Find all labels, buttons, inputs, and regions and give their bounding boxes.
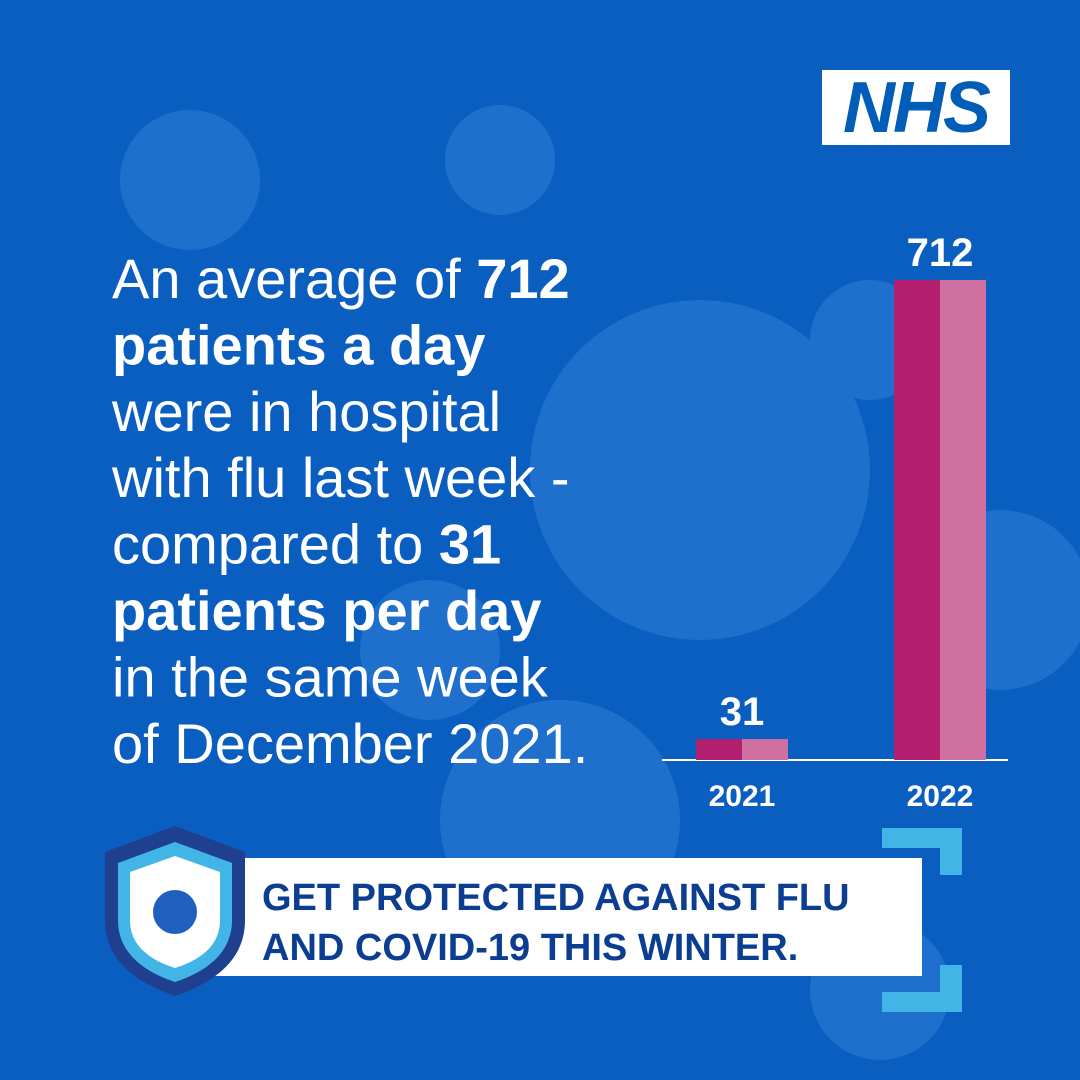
cta-box	[190, 858, 922, 976]
headline-segment: compared to	[112, 513, 439, 576]
headline-segment: 31	[439, 513, 501, 576]
category-label: 2022	[907, 780, 974, 813]
headline-segment: patients a day	[112, 313, 485, 376]
headline-line: of December 2021.	[112, 712, 588, 775]
cta-line: GET PROTECTED AGAINST FLU	[262, 877, 850, 919]
bar-chart: 31 2021 712 2022	[662, 231, 1008, 813]
bar	[696, 739, 788, 760]
headline-segment: An average of	[112, 247, 476, 310]
value-label: 31	[720, 690, 765, 734]
value-label: 712	[907, 231, 974, 275]
headline-segment: were in hospital	[111, 380, 501, 443]
shield-virus	[153, 890, 197, 934]
headline-line: compared to 31	[112, 513, 501, 576]
headline-line: with flu last week -	[111, 446, 570, 509]
headline-line: in the same week	[112, 645, 549, 708]
cta-line: AND COVID-19 THIS WINTER.	[262, 927, 798, 969]
nhs-logo: NHS	[822, 68, 1010, 148]
logo-text: NHS	[843, 68, 991, 148]
headline-segment: 712	[476, 247, 569, 310]
category-label: 2021	[709, 780, 776, 813]
headline-segment: with flu last week -	[111, 446, 570, 509]
call-to-action: GET PROTECTED AGAINST FLU AND COVID-19 T…	[105, 826, 962, 1012]
logo-box	[822, 70, 1010, 145]
headline-line: were in hospital	[111, 380, 501, 443]
headline-segment: in the same week	[112, 645, 549, 708]
bracket	[882, 828, 962, 1012]
headline-line: An average of 712	[112, 247, 570, 310]
headline-line: patients per day	[112, 579, 541, 642]
headline-line: patients a day	[112, 313, 485, 376]
headline-segment: patients per day	[112, 579, 541, 642]
bar	[894, 280, 986, 760]
headline-segment: of December 2021.	[112, 712, 588, 775]
